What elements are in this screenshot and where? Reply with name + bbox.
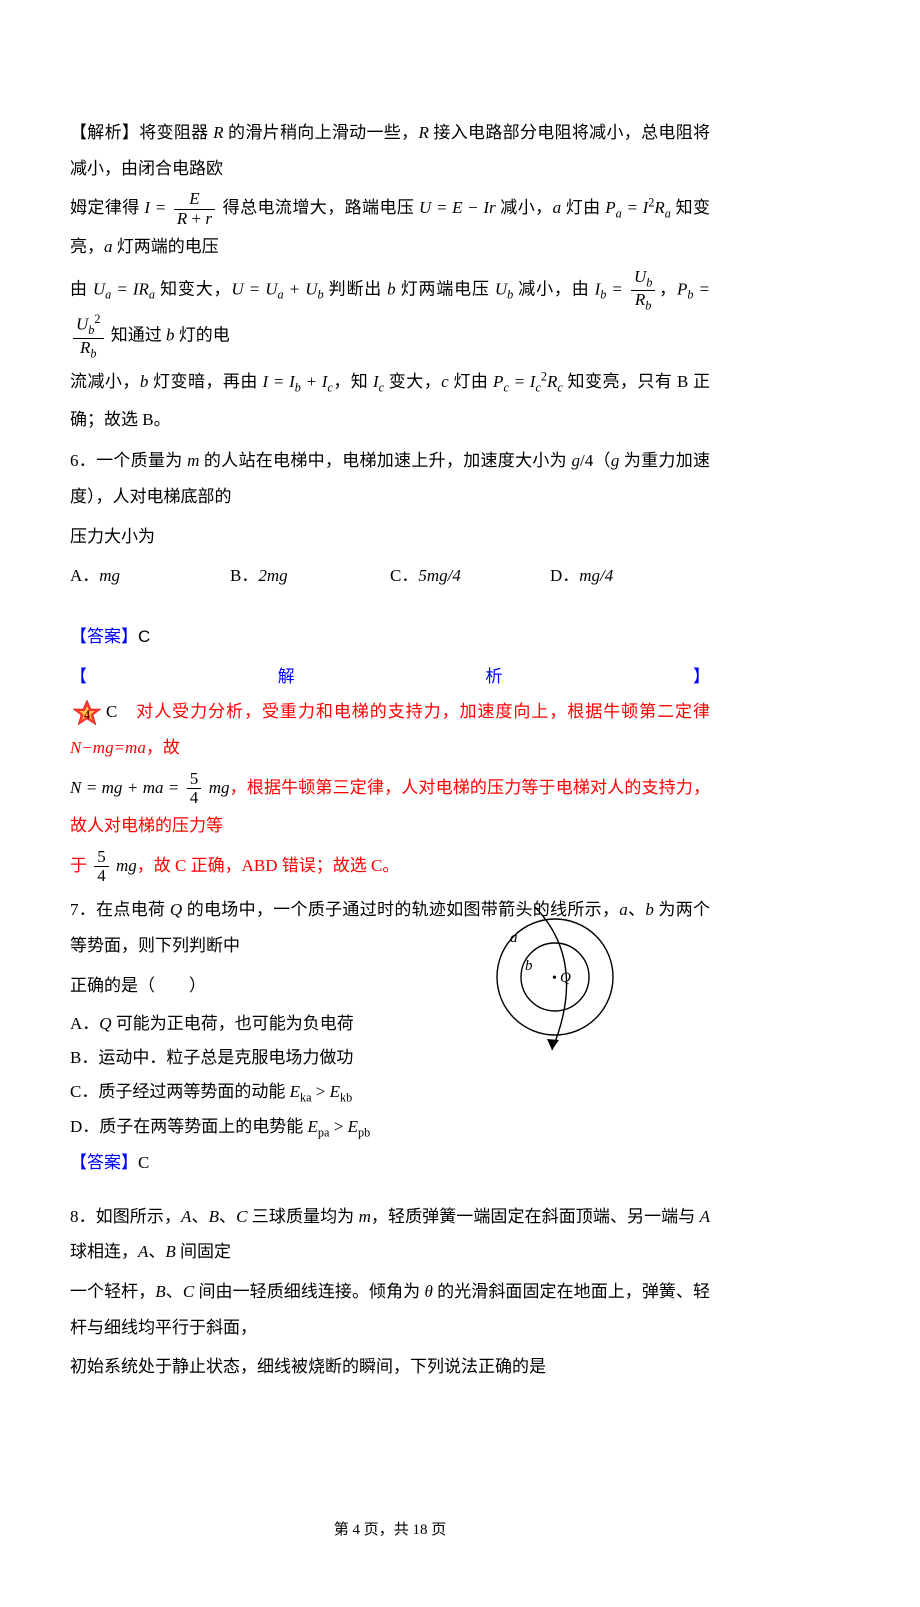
q8-line2: 一个轻杆，B、C 间由一轻质细线连接。倾角为 θ 的光滑斜面固定在地面上，弹簧、… [70, 1274, 710, 1345]
q5-analysis-line4: 流减小，b 灯变暗，再由 I = Ib + Ic，知 Ic 变大，c 灯由 Pc… [70, 364, 710, 437]
q6-options: A．mg B．2mg C．5mg/4 D．mg/4 [70, 558, 710, 594]
star-badge-icon: 4 [70, 699, 104, 727]
q6-answer: 【答案】C [70, 619, 710, 655]
q6-option-d: D．mg/4 [550, 558, 710, 594]
jiexi-close: 】 [693, 659, 710, 695]
q6-option-a: A．mg [70, 558, 230, 594]
fraction-5-4: 54 [187, 770, 202, 808]
jiexi-label: 【解析】 [70, 123, 139, 142]
q8-line3: 初始系统处于静止状态，细线被烧断的瞬间，下列说法正确的是 [70, 1349, 710, 1385]
q6-stem: 6．一个质量为 m 的人站在电梯中，电梯加速上升，加速度大小为 g/4（g 为重… [70, 443, 710, 514]
question-7: 7．在点电荷 Q 的电场中，一个质子通过时的轨迹如图带箭头的线所示，a、b 为两… [70, 892, 710, 1180]
q6-option-b: B．2mg [230, 558, 390, 594]
diagram-dot: • [552, 971, 557, 986]
fraction-ub-rb: UbRb [631, 268, 655, 313]
q6-analysis-line3: 于 54 mg，故 C 正确，ABD 错误；故选 C。 [70, 848, 710, 886]
page-footer: 第 4 页，共 18 页 [70, 1515, 710, 1547]
fraction-ub2-rb: Ub2Rb [73, 313, 104, 360]
q7-diagram: a b • Q [480, 902, 630, 1065]
q6-option-c: C．5mg/4 [390, 558, 550, 594]
jiexi-xi: 析 [485, 659, 502, 695]
diagram-label-q: Q [560, 970, 571, 986]
q8-line1: 8．如图所示，A、B、C 三球质量均为 m，轻质弹簧一端固定在斜面顶端、另一端与… [70, 1199, 710, 1270]
q5-analysis-line1: 【解析】将变阻器 R 的滑片稍向上滑动一些，R 接入电路部分电阻将减小，总电阻将… [70, 115, 710, 186]
jiexi-jie: 解 [278, 659, 295, 695]
fraction-5-4-b: 54 [94, 848, 109, 886]
q7-answer: 【答案】C [70, 1145, 710, 1181]
document-page: 【解析】将变阻器 R 的滑片稍向上滑动一些，R 接入电路部分电阻将减小，总电阻将… [0, 0, 780, 1607]
q5-analysis-line3: 由 Ua = IRa 知变大，U = Ua + Ub 判断出 b 灯两端电压 U… [70, 268, 710, 360]
q6-analysis-line1: 4 C 对人受力分析，受重力和电梯的支持力，加速度向上，根据牛顿第二定律 N−m… [70, 694, 710, 765]
q6-analysis-header: 【 解 析 】 [70, 659, 710, 695]
q6-analysis-line2: N = mg + ma = 54 mg，根据牛顿第三定律，人对电梯的压力等于电梯… [70, 770, 710, 844]
fraction-e-over-r: ER + r [174, 190, 215, 228]
q6-stem-line2: 压力大小为 [70, 519, 710, 555]
diagram-label-a: a [510, 930, 518, 946]
svg-text:4: 4 [84, 707, 91, 722]
question-8: 8．如图所示，A、B、C 三球质量均为 m，轻质弹簧一端固定在斜面顶端、另一端与… [70, 1199, 710, 1385]
q5-analysis-line2: 姆定律得 I = ER + r 得总电流增大，路端电压 U = E − Ir 减… [70, 190, 710, 264]
question-6: 6．一个质量为 m 的人站在电梯中，电梯加速上升，加速度大小为 g/4（g 为重… [70, 443, 710, 886]
q7-option-c: C．质子经过两等势面的动能 Eka > Ekb [70, 1075, 710, 1110]
diagram-label-b: b [525, 958, 533, 974]
jiexi-open: 【 [70, 659, 87, 695]
q7-option-d: D．质子在两等势面上的电势能 Epa > Epb [70, 1110, 710, 1145]
